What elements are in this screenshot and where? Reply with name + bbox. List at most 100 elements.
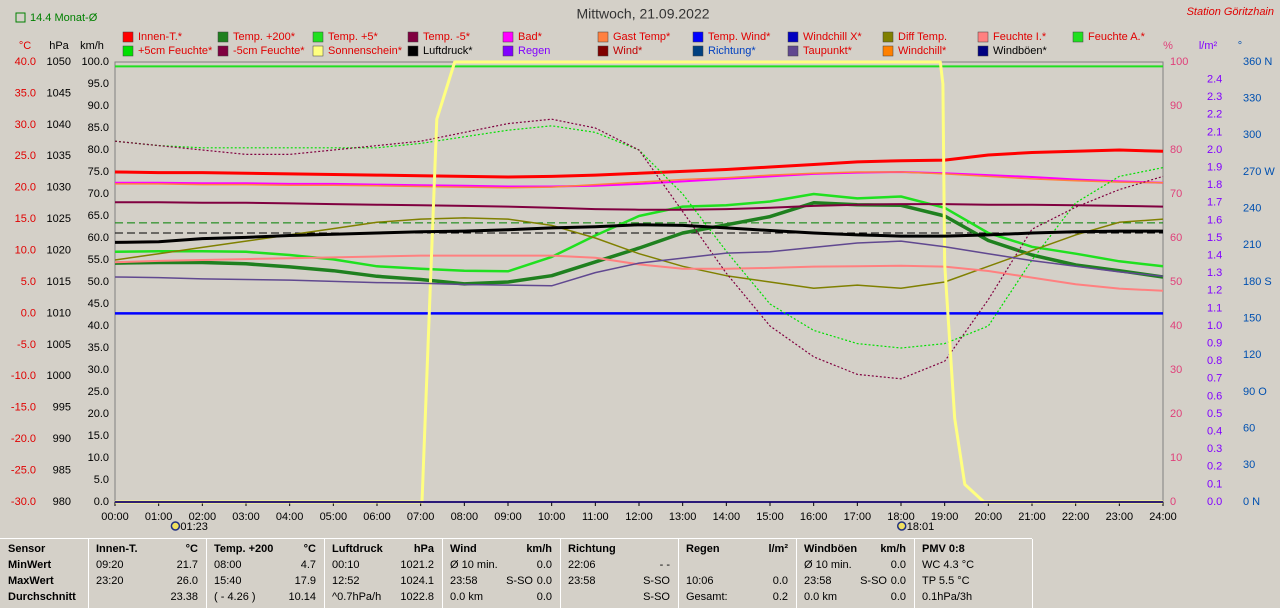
chart-title: Mittwoch, 21.09.2022 [576,6,709,22]
y-tick-label: 20.0 [15,182,36,194]
y-tick-label: 20.0 [88,408,109,420]
table-cell: TP 5.5 °C [922,575,970,587]
y-tick-label: 40.0 [88,320,109,332]
y-tick-label: 0.2 [1207,461,1222,473]
y-tick-label: 1035 [47,150,71,162]
legend-swatch [217,45,229,57]
x-tick-label: 19:00 [931,511,959,523]
legend-label: -5cm Feuchte* [233,45,305,57]
series-line [115,171,1164,189]
y-tick-label: 0.9 [1207,338,1222,350]
table-header: Temp. +200 [214,543,273,555]
y-tick-label: 10.0 [15,244,36,256]
legend-swatch [502,45,514,57]
legend-label: Gast Temp* [613,31,671,43]
series-line [114,148,1164,179]
x-tick-label: 17:00 [844,511,872,523]
table-cell: 22:06 [568,559,596,571]
table-cell: WC 4.3 °C [922,559,974,571]
legend-swatch [312,45,324,57]
table-header: Wind [450,543,477,555]
y-tick-label: 60 [1170,232,1182,244]
x-tick-label: 18:00 [887,511,915,523]
legend-label: Taupunkt* [803,45,853,57]
y-tick-label: 15.0 [15,213,36,225]
y-tick-label: 1.4 [1207,250,1222,262]
y-tick-label: 150 [1243,313,1261,325]
y-tick-label: 995 [53,402,71,414]
y-tick-label: 1.0 [1207,320,1222,332]
table-cell: 0.0 [891,559,906,571]
x-tick-label: 23:00 [1106,511,1134,523]
table-cell: Ø 10 min. [804,559,852,571]
legend-label: Feuchte A.* [1088,31,1146,43]
y-tick-label: 0.0 [21,307,36,319]
y-tick-label: 2.1 [1207,126,1222,138]
table-header: Luftdruck [332,543,384,555]
table-cell: ^0.7hPa/h [332,591,381,603]
y-tick-label: -5.0 [17,339,36,351]
axis-unit: km/h [80,40,104,52]
series-line [114,118,1164,380]
table-cell: S-SO [643,591,670,603]
y-tick-label: 1040 [47,119,71,131]
table-cell: 10:06 [686,575,714,587]
y-tick-label: 85.0 [88,122,109,134]
x-tick-label: 04:00 [276,511,304,523]
y-tick-label: 0.5 [1207,408,1222,420]
event-icon [170,521,181,531]
table-cell: 23:58 [804,575,832,587]
x-tick-label: 22:00 [1062,511,1090,523]
series-line [115,171,1164,188]
table-cell: 12:52 [332,575,360,587]
x-tick-label: 00:00 [101,511,129,523]
y-tick-label: 30 [1170,364,1182,376]
y-tick-label: 75.0 [88,166,109,178]
table-cell: 0.0 [537,575,552,587]
y-tick-label: 0.1 [1207,478,1222,490]
y-tick-label: -15.0 [11,402,36,414]
table-cell: ( - 4.26 ) [214,591,256,603]
y-tick-label: 0 N [1243,496,1260,508]
legend-swatch [217,31,229,43]
table-cell: 0.2 [773,591,788,603]
table-cell: 1021.2 [400,559,434,571]
x-tick-label: 06:00 [363,511,391,523]
table-header: Windböen [804,543,857,555]
table-cell: 15:40 [214,575,242,587]
legend-swatch [597,31,609,43]
y-tick-label: 100.0 [81,56,109,68]
legend-label: Regen [518,45,550,57]
table-header: km/h [880,543,906,555]
x-tick-label: 14:00 [713,511,741,523]
x-tick-label: 02:00 [189,511,217,523]
legend-swatch [407,31,419,43]
y-tick-label: 1025 [47,213,71,225]
legend-label: Wind* [613,45,643,57]
legend-swatch [597,45,609,57]
y-tick-label: 1015 [47,276,71,288]
y-tick-label: 1045 [47,87,71,99]
table-cell: 23:58 [568,575,596,587]
x-tick-label: 08:00 [451,511,479,523]
y-tick-label: 1020 [47,244,71,256]
y-tick-label: 60.0 [88,232,109,244]
table-cell: 00:10 [332,559,360,571]
y-tick-label: 30.0 [88,364,109,376]
y-tick-label: 0.0 [1207,496,1222,508]
x-tick-label: 16:00 [800,511,828,523]
y-tick-label: -25.0 [11,464,36,476]
y-tick-label: 5.0 [21,276,36,288]
y-tick-label: 35.0 [88,342,109,354]
y-tick-label: 330 [1243,93,1261,105]
y-tick-label: 1.5 [1207,232,1222,244]
table-cell: 09:20 [96,559,124,571]
y-tick-label: 2.4 [1207,74,1222,86]
y-tick-label: -20.0 [11,433,36,445]
y-tick-label: 990 [53,433,71,445]
y-tick-label: 50.0 [88,276,109,288]
table-cell: 08:00 [214,559,242,571]
table-cell: 17.9 [295,575,316,587]
